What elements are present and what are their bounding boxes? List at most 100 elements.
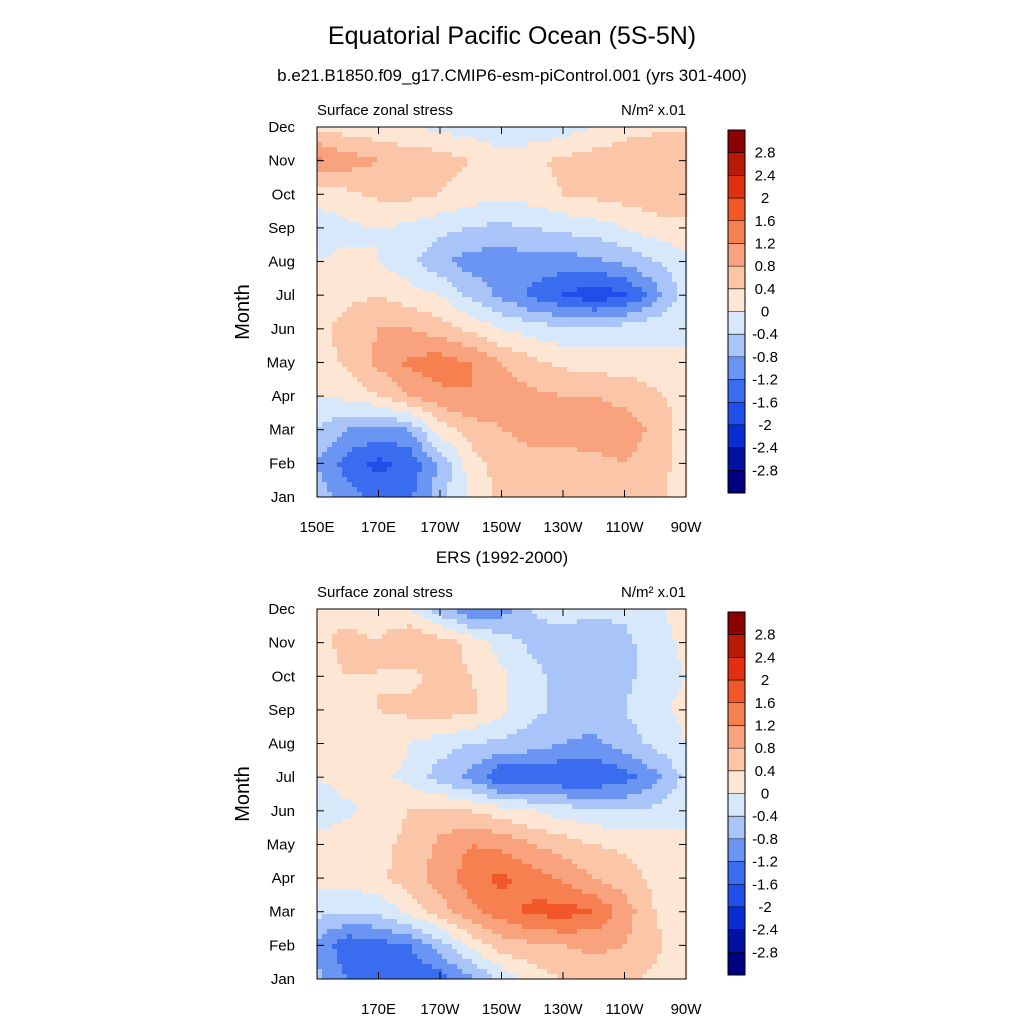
contour-cell xyxy=(607,157,613,163)
contour-cell xyxy=(377,377,383,383)
contour-cell xyxy=(542,317,548,323)
contour-cell xyxy=(627,342,633,348)
contour-cell xyxy=(472,357,478,363)
contour-cell xyxy=(582,197,588,203)
contour-cell xyxy=(382,317,388,323)
contour-cell xyxy=(662,272,668,278)
contour-cell xyxy=(452,327,458,333)
contour-cell xyxy=(612,417,618,423)
contour-cell xyxy=(617,362,623,368)
contour-cell xyxy=(592,142,598,148)
contour-cell xyxy=(477,357,483,363)
contour-cell xyxy=(437,202,443,208)
contour-cell xyxy=(652,202,658,208)
contour-cell xyxy=(537,157,543,163)
contour-cell xyxy=(562,372,568,378)
contour-cell xyxy=(537,387,543,393)
contour-cell xyxy=(567,287,573,293)
contour-cell xyxy=(367,137,373,143)
contour-cell xyxy=(367,322,373,328)
contour-cell xyxy=(637,267,643,273)
contour-cell xyxy=(517,327,523,333)
contour-cell xyxy=(517,212,523,218)
contour-cell xyxy=(327,252,333,258)
contour-cell xyxy=(382,157,388,163)
contour-cell xyxy=(607,207,613,213)
contour-cell xyxy=(522,157,528,163)
contour-cell xyxy=(517,127,523,133)
contour-cell xyxy=(607,312,613,318)
contour-cell xyxy=(642,377,648,383)
contour-cell xyxy=(647,247,653,253)
contour-cell xyxy=(602,152,608,158)
contour-cell xyxy=(612,267,618,273)
contour-cell xyxy=(467,187,473,193)
contour-cell xyxy=(377,212,383,218)
contour-cell xyxy=(537,377,543,383)
contour-cell xyxy=(387,202,393,208)
contour-cell xyxy=(382,272,388,278)
contour-cell xyxy=(682,222,688,228)
contour-cell xyxy=(592,447,598,453)
contour-cell xyxy=(612,422,618,428)
contour-cell xyxy=(357,297,363,303)
contour-cell xyxy=(457,197,463,203)
contour-cell xyxy=(512,367,518,373)
contour-cell xyxy=(602,132,608,138)
contour-cell xyxy=(512,382,518,388)
contour-cell xyxy=(622,252,628,258)
contour-cell xyxy=(507,457,513,463)
contour-cell xyxy=(457,132,463,138)
contour-cell xyxy=(352,437,358,443)
contour-cell xyxy=(587,442,593,448)
contour-cell xyxy=(392,227,398,233)
contour-cell xyxy=(342,157,348,163)
contour-cell xyxy=(467,257,473,263)
contour-cell xyxy=(632,302,638,308)
contour-cell xyxy=(397,307,403,313)
contour-cell xyxy=(662,257,668,263)
contour-cell xyxy=(662,177,668,183)
contour-cell xyxy=(372,452,378,458)
contour-cell xyxy=(592,352,598,358)
contour-cell xyxy=(362,362,368,368)
contour-cell xyxy=(572,422,578,428)
contour-cell xyxy=(387,372,393,378)
contour-cell xyxy=(637,342,643,348)
contour-cell xyxy=(542,267,548,273)
contour-cell xyxy=(462,232,468,238)
contour-cell xyxy=(332,457,338,463)
contour-cell xyxy=(677,252,683,258)
contour-cell xyxy=(647,417,653,423)
contour-cell xyxy=(402,302,408,308)
contour-cell xyxy=(417,412,423,418)
contour-cell xyxy=(682,367,688,373)
contour-cell xyxy=(572,457,578,463)
contour-cell xyxy=(552,267,558,273)
contour-cell xyxy=(482,437,488,443)
contour-cell xyxy=(672,172,678,178)
contour-cell xyxy=(367,317,373,323)
contour-cell xyxy=(427,407,433,413)
contour-cell xyxy=(497,172,503,178)
contour-cell xyxy=(602,312,608,318)
contour-cell xyxy=(422,397,428,403)
contour-cell xyxy=(577,177,583,183)
contour-cell xyxy=(417,187,423,193)
contour-cell xyxy=(402,142,408,148)
contour-cell xyxy=(557,432,563,438)
contour-cell xyxy=(597,347,603,353)
contour-cell xyxy=(332,157,338,163)
contour-cell xyxy=(447,137,453,143)
contour-cell xyxy=(662,222,668,228)
contour-cell xyxy=(567,407,573,413)
contour-cell xyxy=(652,402,658,408)
contour-cell xyxy=(392,422,398,428)
contour-cell xyxy=(502,447,508,453)
contour-cell xyxy=(367,382,373,388)
contour-cell xyxy=(372,287,378,293)
contour-cell xyxy=(417,317,423,323)
contour-cell xyxy=(467,227,473,233)
contour-cell xyxy=(612,182,618,188)
contour-cell xyxy=(617,267,623,273)
